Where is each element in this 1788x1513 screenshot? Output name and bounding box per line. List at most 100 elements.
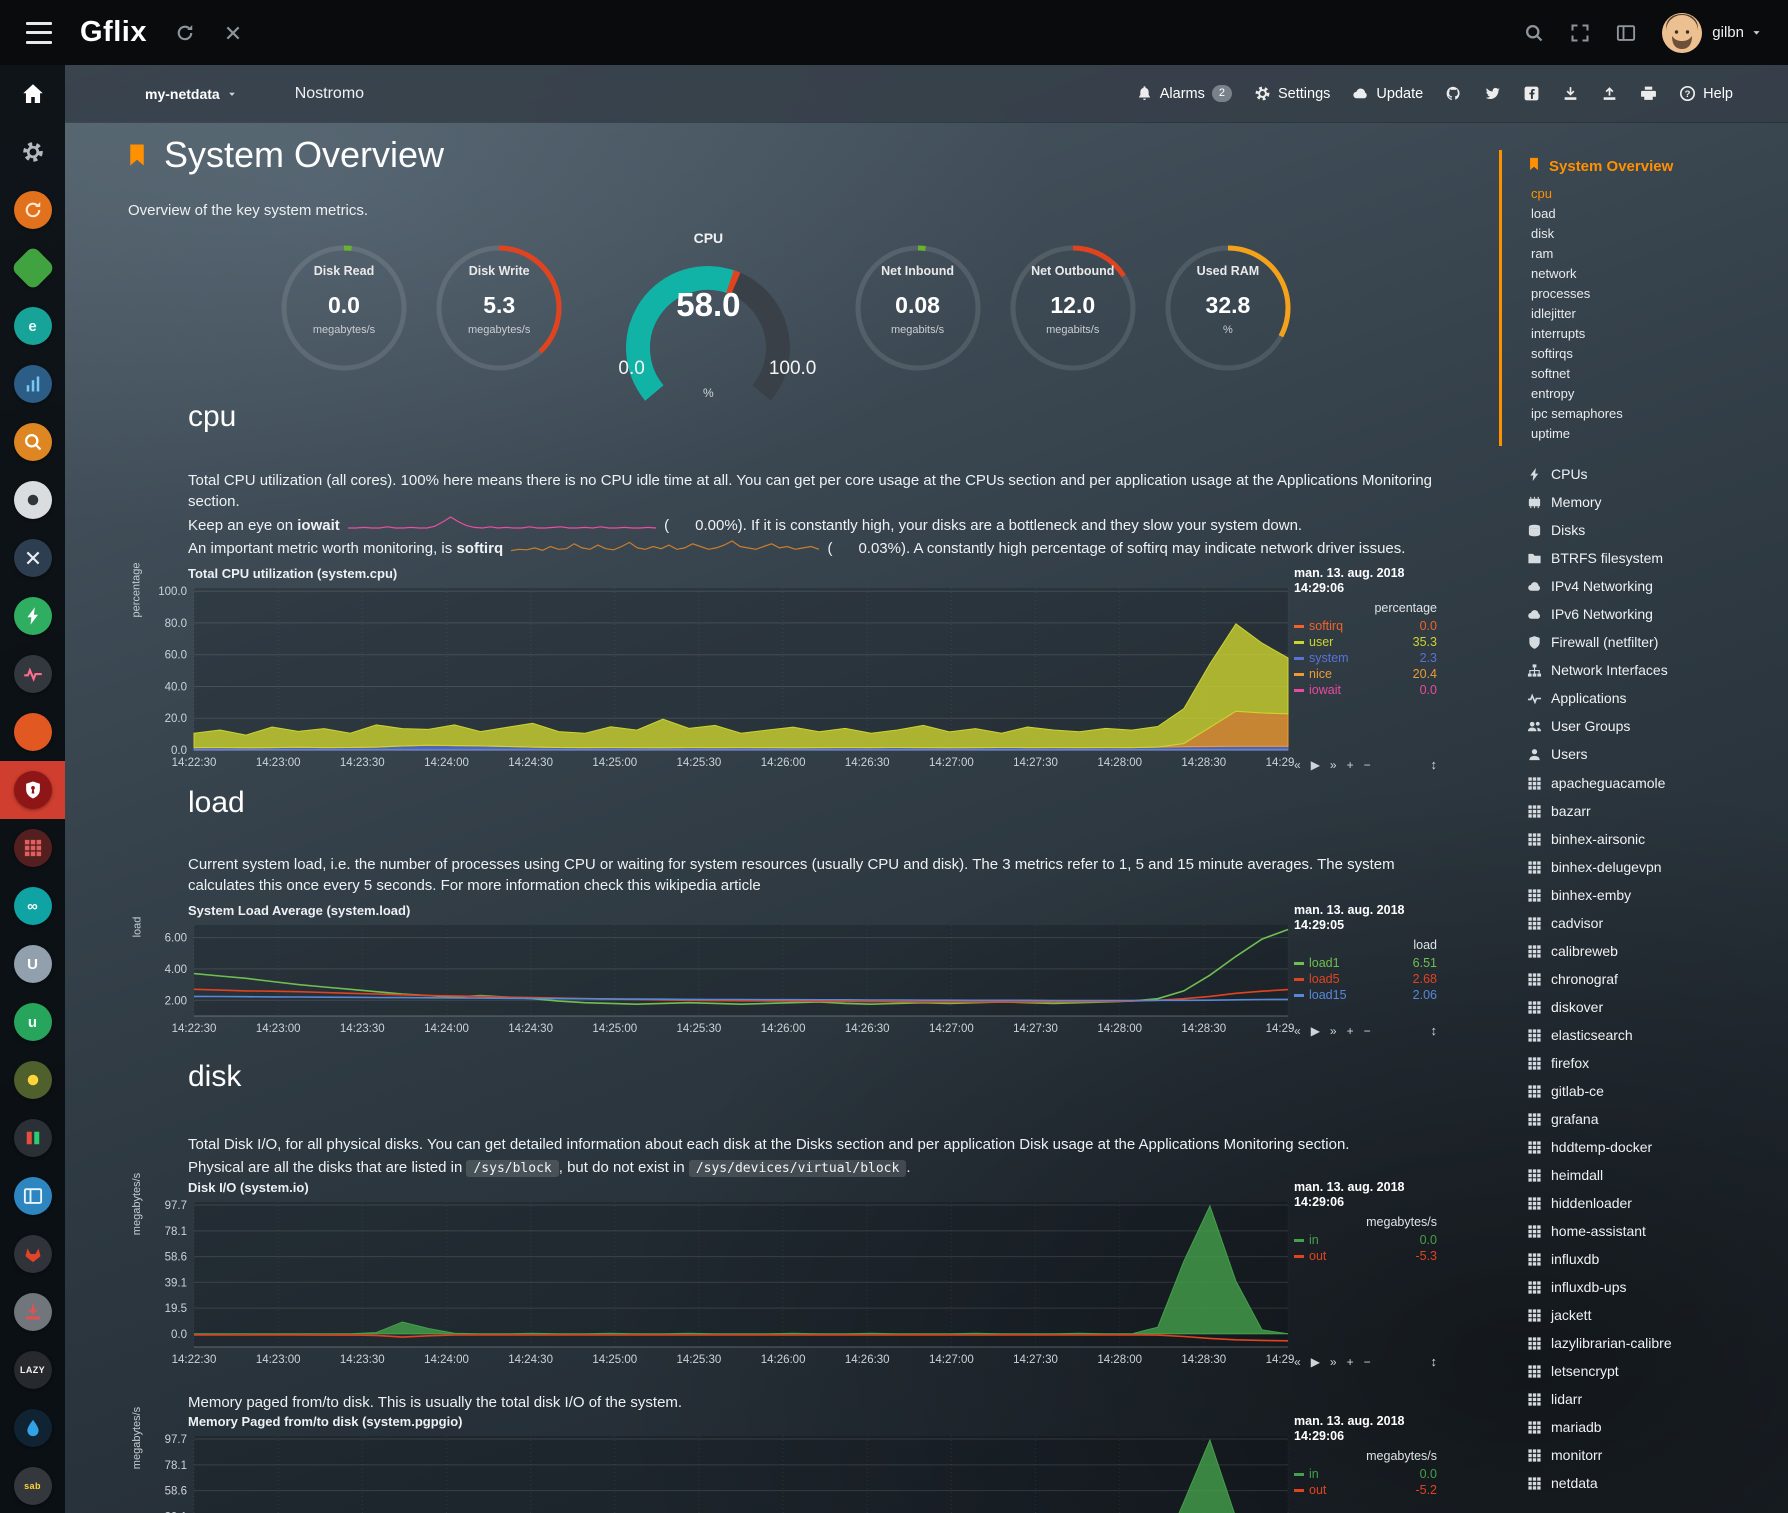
sidebar-app-down-arrow-app[interactable] [0,1283,65,1341]
menu-app-lidarr[interactable]: lidarr [1527,1385,1788,1413]
sidebar-app-active-shield-app[interactable] [0,761,65,819]
menu-sub-softnet[interactable]: softnet [1531,366,1571,381]
chart-system-cpu[interactable]: Total CPU utilization (system.cpu) percen… [130,562,1438,774]
nav-github[interactable] [1445,85,1462,102]
legend-out[interactable]: out -5.2 [1294,1482,1437,1498]
menu-app-firefox[interactable]: firefox [1527,1049,1788,1077]
menu-app-grafana[interactable]: grafana [1527,1105,1788,1133]
menu-applications[interactable]: Applications [1527,684,1788,712]
gauge-net-inbound[interactable]: Net Inbound 0.08 megabits/s [852,230,984,390]
menu-app-hddtemp-docker[interactable]: hddtemp-docker [1527,1133,1788,1161]
menu-icon[interactable] [26,21,54,44]
sidebar-app-orange-swirl-app[interactable] [0,181,65,239]
sidebar-app-gray-u-app[interactable]: U [0,935,65,993]
sidebar-app-blue-panel-app[interactable] [0,1167,65,1225]
gauge-net-outbound[interactable]: Net Outbound 12.0 megabits/s [1007,230,1139,390]
pan-right-icon[interactable]: » [1329,758,1337,772]
nav-twitter[interactable] [1484,85,1501,102]
sidebar-app-teal-app[interactable]: e [0,297,65,355]
nav-settings[interactable]: Settings [1254,85,1330,102]
menu-app-cadvisor[interactable]: cadvisor [1527,909,1788,937]
menu-app-hiddenloader[interactable]: hiddenloader [1527,1189,1788,1217]
menu-sub-ram[interactable]: ram [1531,246,1554,261]
pan-left-icon[interactable]: « [1294,1024,1301,1038]
play-icon[interactable]: ▶ [1310,1355,1320,1369]
sidebar-app-home[interactable] [0,65,65,123]
menu-sub-load[interactable]: load [1531,206,1556,221]
zoom-in-icon[interactable]: + [1346,1355,1354,1369]
menu-app-lazylibrarian-calibre[interactable]: lazylibrarian-calibre [1527,1329,1788,1357]
sidebar-app-green-diamond-app[interactable] [0,239,65,297]
nav-upload-snapshot[interactable] [1601,85,1618,102]
chart-resize-handle[interactable]: ↕ [1430,757,1438,772]
sidebar-app-sab-app[interactable]: sab [0,1457,65,1513]
legend-load15[interactable]: load15 2.06 [1294,987,1437,1003]
legend-in[interactable]: in 0.0 [1294,1466,1437,1482]
sidebar-app-drop-app[interactable] [0,1399,65,1457]
sidebar-app-lazy-app[interactable]: LAZY [0,1341,65,1399]
nav-download-snapshot[interactable] [1562,85,1579,102]
chart-plot[interactable]: 14:22:3014:23:0014:23:3014:24:0014:24:30… [144,1432,1294,1513]
sidebar-app-settings[interactable] [0,123,65,181]
iowait-sparkline[interactable] [347,515,656,536]
zoom-out-icon[interactable]: − [1363,1024,1371,1038]
nav-update[interactable]: Update [1352,85,1423,102]
nav-help[interactable]: ? Help [1679,85,1733,102]
sidebar-app-x-app[interactable] [0,529,65,587]
menu-app-gitlab-ce[interactable]: gitlab-ce [1527,1077,1788,1105]
menu-sub-uptime[interactable]: uptime [1531,426,1571,441]
menu-sub-interrupts[interactable]: interrupts [1531,326,1586,341]
pan-right-icon[interactable]: » [1329,1355,1337,1369]
menu-sub-network[interactable]: network [1531,266,1577,281]
play-icon[interactable]: ▶ [1310,758,1320,772]
menu-app-diskover[interactable]: diskover [1527,993,1788,1021]
zoom-in-icon[interactable]: + [1346,758,1354,772]
menu-sub-entropy[interactable]: entropy [1531,386,1575,401]
menu-app-calibreweb[interactable]: calibreweb [1527,937,1788,965]
menu-sub-cpu[interactable]: cpu [1531,186,1552,201]
menu-app-bazarr[interactable]: bazarr [1527,797,1788,825]
close-icon[interactable] [223,23,243,43]
menu-app-heimdall[interactable]: heimdall [1527,1161,1788,1189]
legend-in[interactable]: in 0.0 [1294,1232,1437,1248]
search-icon[interactable] [1524,23,1544,43]
menu-app-binhex-delugevpn[interactable]: binhex-delugevpn [1527,853,1788,881]
legend-system[interactable]: system 2.3 [1294,650,1437,666]
sidebar-app-bars-app[interactable] [0,1109,65,1167]
menu-ipv4-networking[interactable]: IPv4 Networking [1527,572,1788,600]
user-menu[interactable]: gilbn [1712,24,1762,41]
menu-app-monitorr[interactable]: monitorr [1527,1441,1788,1469]
nav-alarms[interactable]: Alarms 2 [1136,85,1232,102]
chart-resize-handle[interactable]: ↕ [1430,1354,1438,1369]
gauge-used-ram[interactable]: Used RAM 32.8% [1162,230,1294,390]
sidebar-app-equalizer-app[interactable] [0,355,65,413]
menu-app-mariadb[interactable]: mariadb [1527,1413,1788,1441]
avatar[interactable] [1662,12,1703,53]
legend-user[interactable]: user 35.3 [1294,634,1437,650]
sidebar-app-pink-app[interactable] [0,645,65,703]
zoom-out-icon[interactable]: − [1363,1355,1371,1369]
server-dropdown[interactable]: my-netdata [145,86,237,102]
sidebar-app-search-app[interactable] [0,413,65,471]
menu-memory[interactable]: Memory [1527,488,1788,516]
legend-out[interactable]: out -5.3 [1294,1248,1437,1264]
chart-system-io[interactable]: Disk I/O (system.io) megabytes/s 14:22:30 1… [130,1173,1438,1371]
menu-app-jackett[interactable]: jackett [1527,1301,1788,1329]
refresh-icon[interactable] [175,23,195,43]
menu-app-apacheguacamole[interactable]: apacheguacamole [1527,769,1788,797]
menu-sub-ipc-semaphores[interactable]: ipc semaphores [1531,406,1623,421]
chart-system-load[interactable]: System Load Average (system.load) load 14:… [130,903,1437,1040]
gauge-cpu[interactable]: CPU 58.0 0.0 100.0% [588,230,828,402]
pan-left-icon[interactable]: « [1294,758,1301,772]
legend-iowait[interactable]: iowait 0.0 [1294,682,1437,698]
legend-softirq[interactable]: softirq 0.0 [1294,618,1437,634]
menu-app-elasticsearch[interactable]: elasticsearch [1527,1021,1788,1049]
legend-load5[interactable]: load5 2.68 [1294,971,1437,987]
sidebar-app-red-cluster-app[interactable] [0,819,65,877]
sidebar-app-green-u-app[interactable]: u [0,993,65,1051]
menu-app-binhex-airsonic[interactable]: binhex-airsonic [1527,825,1788,853]
menu-cpus[interactable]: CPUs [1527,460,1788,488]
menu-users[interactable]: Users [1527,740,1788,768]
nav-print[interactable] [1640,85,1657,102]
